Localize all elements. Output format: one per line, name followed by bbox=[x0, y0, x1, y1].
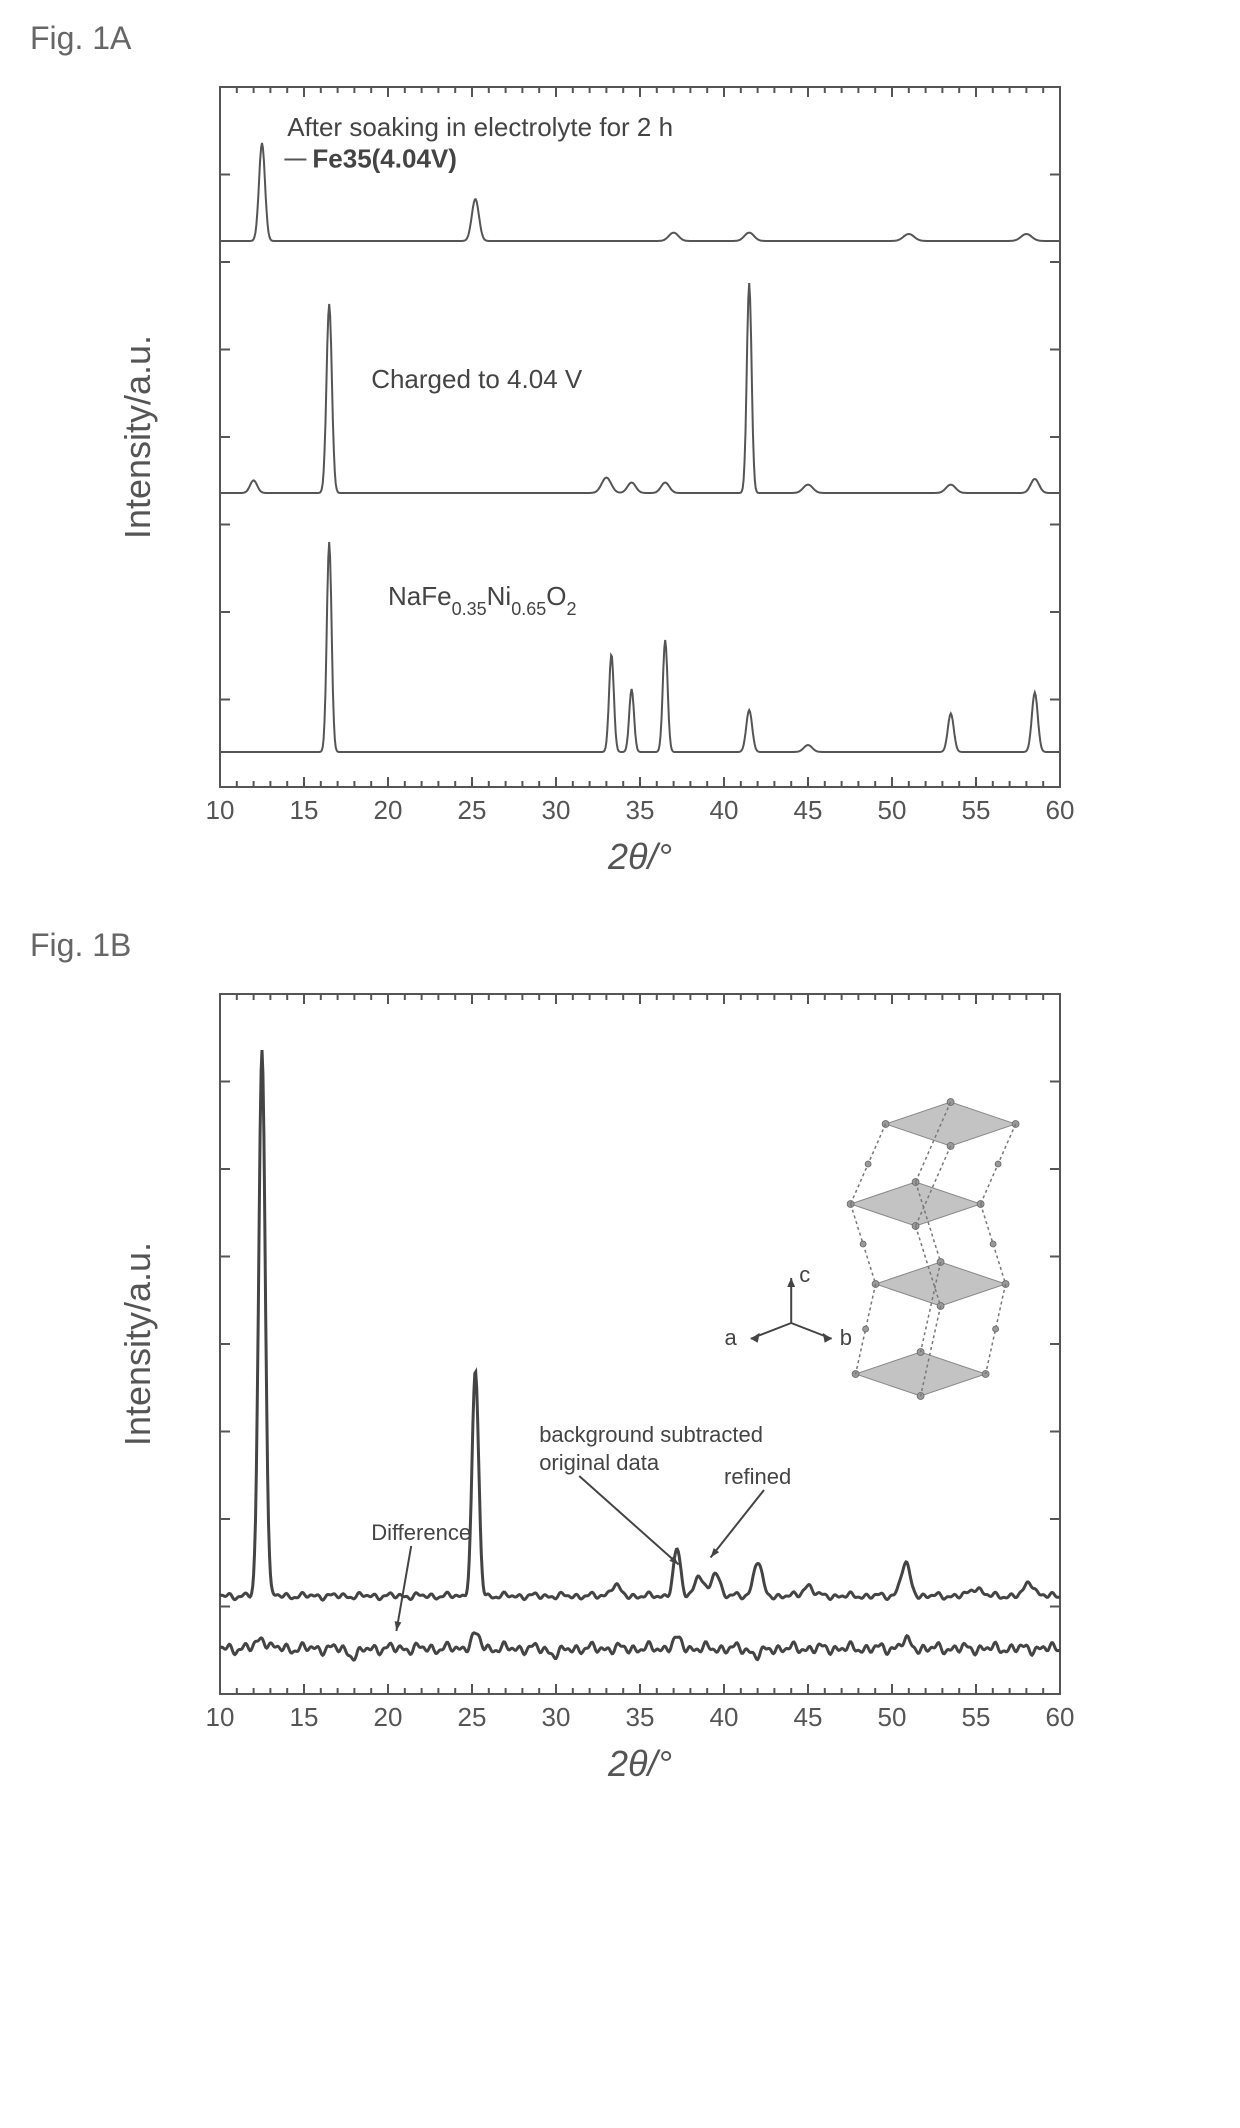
svg-text:15: 15 bbox=[290, 795, 319, 825]
fig-a-svg: 10 15 20 25 30 35 40 45 50 55 60 2θ/° Intensity/a.u.… bbox=[100, 67, 1100, 887]
svg-text:15: 15 bbox=[290, 1702, 319, 1732]
svg-text:refined: refined bbox=[724, 1464, 791, 1489]
svg-text:35: 35 bbox=[626, 795, 655, 825]
svg-text:45: 45 bbox=[794, 795, 823, 825]
svg-text:55: 55 bbox=[962, 1702, 991, 1732]
svg-text:c: c bbox=[799, 1262, 810, 1287]
fig-b-label: Fig. 1B bbox=[30, 927, 1220, 964]
svg-text:55: 55 bbox=[962, 795, 991, 825]
svg-text:45: 45 bbox=[794, 1702, 823, 1732]
svg-text:2θ/°: 2θ/° bbox=[607, 836, 672, 877]
svg-text:25: 25 bbox=[458, 795, 487, 825]
svg-text:Intensity/a.u.: Intensity/a.u. bbox=[117, 335, 158, 539]
svg-text:Difference: Difference bbox=[371, 1520, 471, 1545]
svg-text:50: 50 bbox=[878, 1702, 907, 1732]
svg-text:10: 10 bbox=[206, 1702, 235, 1732]
fig-a-chart: 10 15 20 25 30 35 40 45 50 55 60 2θ/° Intensity/a.u.… bbox=[100, 67, 1220, 887]
svg-text:40: 40 bbox=[710, 795, 739, 825]
fig-b-chart: 10 15 20 25 30 35 40 45 50 55 60 2θ/° Intensity/a.u.… bbox=[100, 974, 1220, 1794]
svg-text:40: 40 bbox=[710, 1702, 739, 1732]
svg-text:Intensity/a.u.: Intensity/a.u. bbox=[117, 1242, 158, 1446]
svg-text:Fe35(4.04V): Fe35(4.04V) bbox=[312, 144, 457, 174]
svg-text:60: 60 bbox=[1046, 795, 1075, 825]
fig-a-label: Fig. 1A bbox=[30, 20, 1220, 57]
svg-text:30: 30 bbox=[542, 795, 571, 825]
svg-text:a: a bbox=[724, 1325, 737, 1350]
svg-text:After soaking in electrolyte f: After soaking in electrolyte for 2 h bbox=[287, 112, 673, 142]
svg-text:25: 25 bbox=[458, 1702, 487, 1732]
svg-text:35: 35 bbox=[626, 1702, 655, 1732]
svg-text:NaFe0.35Ni0.65O2: NaFe0.35Ni0.65O2 bbox=[388, 581, 576, 619]
svg-text:2θ/°: 2θ/° bbox=[607, 1743, 672, 1784]
svg-text:original data: original data bbox=[539, 1450, 660, 1475]
svg-text:20: 20 bbox=[374, 1702, 403, 1732]
svg-text:20: 20 bbox=[374, 795, 403, 825]
svg-text:background subtracted: background subtracted bbox=[539, 1422, 763, 1447]
svg-text:60: 60 bbox=[1046, 1702, 1075, 1732]
svg-text:Charged to 4.04 V: Charged to 4.04 V bbox=[371, 364, 583, 394]
svg-text:30: 30 bbox=[542, 1702, 571, 1732]
svg-text:10: 10 bbox=[206, 795, 235, 825]
svg-text:50: 50 bbox=[878, 795, 907, 825]
fig-b-svg: 10 15 20 25 30 35 40 45 50 55 60 2θ/° Intensity/a.u.… bbox=[100, 974, 1100, 1794]
svg-text:b: b bbox=[840, 1325, 852, 1350]
